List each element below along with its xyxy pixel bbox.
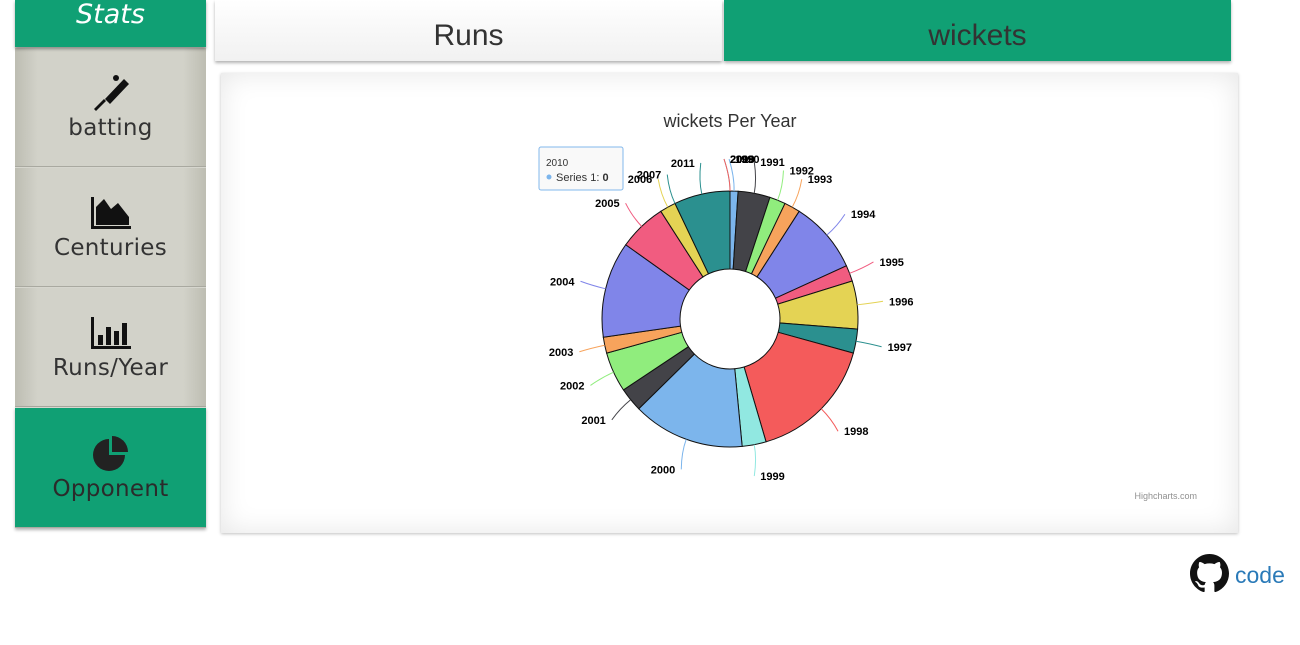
pie-slice-2011[interactable] — [674, 190, 731, 275]
connector-line — [611, 399, 631, 421]
sidebar-title: Stats — [15, 0, 206, 47]
connector-line — [753, 161, 757, 194]
tab-wickets[interactable]: wickets — [724, 0, 1231, 61]
slice-label: 2001 — [581, 415, 605, 427]
connector-line — [777, 170, 784, 201]
tooltip-series: Series 1 — [556, 172, 596, 184]
connector-line — [579, 344, 605, 353]
connector-line — [820, 408, 839, 432]
sidebar-item-runs-year[interactable]: Runs/Year — [15, 287, 206, 407]
connector-line — [791, 179, 803, 208]
chart-title: wickets Per Year — [662, 111, 796, 131]
github-icon — [1190, 554, 1229, 593]
connector-line — [625, 202, 643, 227]
slice-label: 1999 — [760, 471, 784, 483]
slice-label: 2000 — [651, 464, 675, 476]
slice-label: 1998 — [844, 426, 868, 438]
slice-label: 2009 — [730, 154, 754, 166]
chart-card: wickets Per Year 1990 1991 1992 1993 1994 199… — [221, 73, 1238, 533]
slice-label: 1993 — [808, 174, 832, 186]
svg-text:Series 1: 0: Series 1: 0 — [556, 172, 609, 184]
slice-label: 2008 — [730, 154, 754, 166]
github-link[interactable]: code — [1190, 554, 1285, 593]
tab-bar: Runs wickets — [215, 0, 1231, 61]
connector-line — [826, 213, 846, 236]
slice-label: 1991 — [760, 157, 784, 169]
connector-line — [728, 158, 735, 192]
connector-line — [857, 300, 884, 306]
sidebar-item-centuries[interactable]: Centuries — [15, 167, 206, 287]
pie-chart-icon — [92, 435, 128, 471]
connector-line — [753, 444, 757, 477]
slice-label: 1996 — [889, 296, 913, 308]
slice-label: 2006 — [628, 174, 652, 186]
connector-line — [590, 371, 614, 386]
sidebar-item-label: Runs/Year — [52, 355, 169, 381]
slice-label: 1992 — [789, 165, 813, 177]
slice-label: 2004 — [550, 276, 575, 288]
connector-line — [723, 158, 731, 192]
sidebar-item-label: Centuries — [53, 235, 168, 261]
connector-line — [849, 261, 874, 274]
area-chart-icon — [90, 197, 131, 229]
sidebar-item-opponent[interactable]: Opponent — [15, 407, 206, 528]
cricket-bat-icon — [93, 75, 129, 111]
slice-label: 1997 — [888, 342, 912, 354]
sidebar: Stats batting Centuries Runs/Year O — [15, 0, 206, 528]
connector-line — [855, 340, 882, 348]
chart-credits[interactable]: Highcharts.com — [1134, 491, 1197, 501]
slice-label: 2002 — [560, 380, 584, 392]
slice-label: 2010 — [730, 154, 754, 166]
slice-label: 2011 — [671, 158, 695, 170]
sidebar-item-label: batting — [68, 115, 153, 141]
sidebar-item-batting[interactable]: batting — [15, 47, 206, 167]
sidebar-item-label: Opponent — [52, 475, 169, 502]
chart-tooltip: 2010 Series 1: 0 — [538, 146, 624, 191]
slice-label: 2007 — [637, 170, 661, 182]
slice-label: 1994 — [851, 209, 876, 221]
tooltip-category: 2010 — [546, 158, 569, 169]
connector-line — [699, 162, 703, 195]
pie-slice-2000[interactable] — [638, 353, 743, 448]
tab-runs[interactable]: Runs — [215, 0, 722, 61]
slice-label: 2005 — [595, 198, 619, 210]
bar-chart-icon — [90, 317, 131, 349]
connector-line — [580, 280, 606, 290]
pie-slice-1998[interactable] — [743, 331, 854, 443]
code-link[interactable]: code — [1235, 562, 1285, 588]
connector-line — [666, 174, 676, 204]
tooltip-value: 0 — [602, 172, 608, 184]
slice-label: 1995 — [879, 257, 903, 269]
connector-line — [657, 179, 669, 208]
slice-label: 2003 — [549, 347, 573, 359]
slice-label: 1990 — [735, 154, 759, 166]
connector-line — [680, 439, 687, 470]
